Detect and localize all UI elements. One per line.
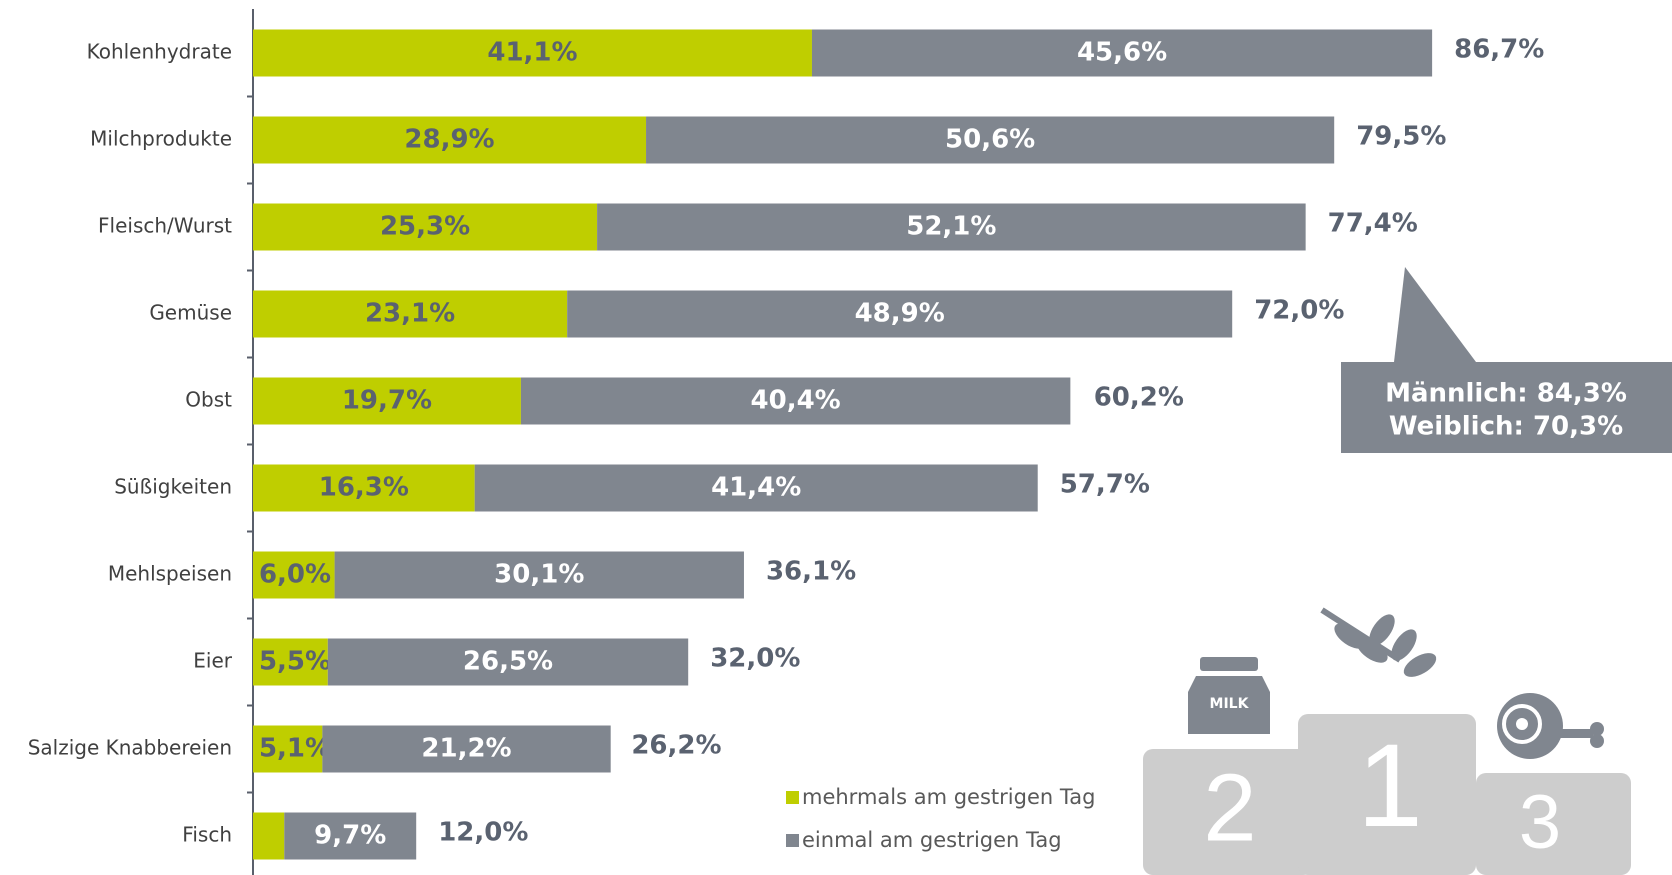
podium-block (1143, 749, 1313, 875)
total-label: 77,4% (1328, 209, 1418, 239)
bar-segment (334, 551, 744, 599)
bar-segment (253, 464, 475, 512)
podium-number: 3 (1519, 780, 1561, 865)
legend-label: mehrmals am gestrigen Tag (802, 785, 1095, 809)
category-label: Kohlenhydrate (87, 40, 232, 64)
total-label: 86,7% (1454, 35, 1544, 65)
value-label: 45,6% (1077, 38, 1167, 68)
category-label: Eier (193, 649, 232, 673)
legend-swatch (786, 834, 799, 847)
bar-segment (567, 290, 1233, 338)
value-label: 48,9% (855, 299, 945, 329)
bar-segment (253, 812, 285, 860)
value-label: 50,6% (945, 125, 1035, 155)
value-label: 16,3% (319, 473, 409, 503)
value-label: 26,5% (463, 647, 553, 677)
annotation: Weiblich: 70,3% (1389, 412, 1623, 442)
value-label: 28,9% (404, 125, 494, 155)
value-label: 30,1% (494, 560, 584, 590)
bar-segment (327, 638, 689, 686)
milk-icon: MILK (1188, 657, 1270, 734)
bar-segment (253, 290, 568, 338)
total-label: 72,0% (1254, 296, 1344, 326)
category-label: Mehlspeisen (108, 562, 232, 586)
bar-segment (646, 116, 1335, 164)
bar-segment (474, 464, 1038, 512)
bar-segment (253, 638, 328, 686)
podium-block (1298, 714, 1476, 875)
total-label: 32,0% (710, 644, 800, 674)
bar-segment (253, 377, 521, 425)
value-label: 41,1% (487, 38, 577, 68)
value-label: 21,2% (421, 734, 511, 764)
category-label: Milchprodukte (90, 127, 232, 151)
podium-number: 1 (1357, 720, 1423, 852)
category-label: Obst (185, 388, 232, 412)
bar-segment (253, 29, 812, 77)
total-label: 12,0% (438, 818, 528, 848)
value-label: 5,5% (259, 647, 331, 677)
value-label: 52,1% (906, 212, 996, 242)
bar-segment (520, 377, 1071, 425)
bar-segment (253, 551, 335, 599)
total-label: 57,7% (1060, 470, 1150, 500)
bar-segment (253, 725, 323, 773)
legend-swatch (786, 791, 799, 804)
podium: 2 1 3 MILK (1143, 607, 1631, 875)
total-label: 26,2% (631, 731, 721, 761)
value-label: 25,3% (380, 212, 470, 242)
value-label: 6,0% (259, 560, 331, 590)
category-label: Gemüse (149, 301, 232, 325)
value-label: 9,7% (314, 821, 386, 851)
podium-number: 2 (1203, 754, 1256, 861)
total-label: 79,5% (1356, 122, 1446, 152)
wheat-icon (1320, 607, 1437, 677)
annotation: Männlich: 84,3% (1385, 379, 1627, 409)
bar-segment (253, 116, 647, 164)
bar-segment (322, 725, 611, 773)
callout-pointer (1394, 267, 1476, 362)
value-label: 23,1% (365, 299, 455, 329)
total-label: 36,1% (766, 557, 856, 587)
callout: Männlich: 84,3% Weiblich: 70,3% (1341, 267, 1672, 453)
value-label: 19,7% (342, 386, 432, 416)
value-label: 40,4% (751, 386, 841, 416)
icon-label: MILK (1210, 696, 1250, 712)
bar-segment (284, 812, 417, 860)
bar-segment (597, 203, 1306, 251)
bar-segment (253, 203, 598, 251)
bar-segment (811, 29, 1433, 77)
ham-icon (1497, 693, 1604, 759)
category-label: Fisch (182, 823, 232, 847)
total-label: 60,2% (1094, 383, 1184, 413)
value-label: 41,4% (711, 473, 801, 503)
podium-block (1476, 773, 1631, 875)
legend-label: einmal am gestrigen Tag (802, 828, 1062, 852)
category-label: Fleisch/Wurst (98, 214, 232, 238)
category-label: Süßigkeiten (114, 475, 232, 499)
value-label: 5,1% (259, 734, 331, 764)
category-label: Salzige Knabbereien (28, 736, 232, 760)
callout-box (1341, 362, 1672, 453)
